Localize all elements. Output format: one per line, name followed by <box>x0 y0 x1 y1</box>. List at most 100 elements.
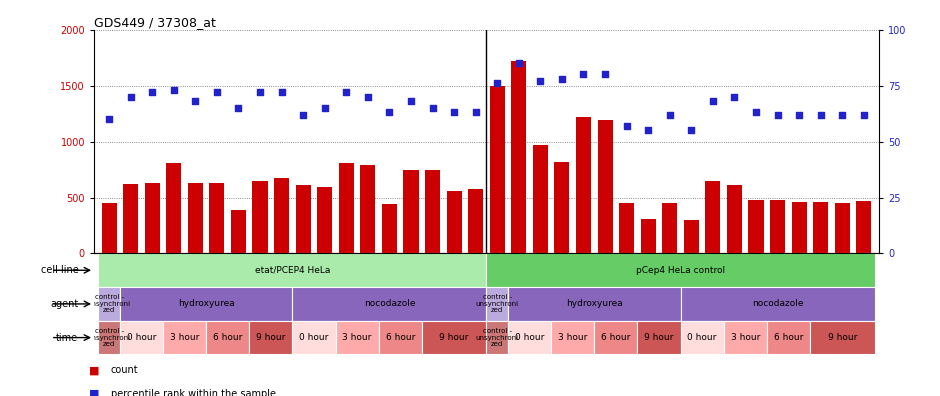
Bar <box>555 162 570 253</box>
Bar <box>683 220 698 253</box>
Bar <box>487 287 508 321</box>
Text: cell line: cell line <box>40 265 78 275</box>
Text: control -
unsynchroni
zed: control - unsynchroni zed <box>476 328 519 347</box>
Point <box>683 127 698 133</box>
Bar <box>166 163 181 253</box>
Bar <box>249 321 292 354</box>
Text: ■: ■ <box>89 365 100 375</box>
Point <box>102 116 117 122</box>
Bar <box>576 117 591 253</box>
Text: 6 hour: 6 hour <box>602 333 631 342</box>
Text: 3 hour: 3 hour <box>558 333 588 342</box>
Bar <box>533 145 548 253</box>
Text: GDS449 / 37308_at: GDS449 / 37308_at <box>94 15 216 29</box>
Point <box>360 93 375 100</box>
Point <box>188 98 203 105</box>
Text: 9 hour: 9 hour <box>256 333 286 342</box>
Bar <box>292 287 487 321</box>
Point <box>748 109 763 116</box>
Point <box>555 76 570 82</box>
Bar <box>598 120 613 253</box>
Point <box>662 112 677 118</box>
Text: etat/PCEP4 HeLa: etat/PCEP4 HeLa <box>255 266 330 275</box>
Point <box>705 98 720 105</box>
Point <box>317 105 332 111</box>
Point <box>856 112 871 118</box>
Text: nocodazole: nocodazole <box>364 299 415 308</box>
Text: percentile rank within the sample: percentile rank within the sample <box>111 389 276 396</box>
Point <box>576 71 591 78</box>
Bar <box>99 253 487 287</box>
Bar <box>791 202 807 253</box>
Bar <box>403 169 418 253</box>
Text: control -
unsynchroni
zed: control - unsynchroni zed <box>87 295 131 313</box>
Bar <box>641 219 656 253</box>
Point <box>382 109 397 116</box>
Point <box>231 105 246 111</box>
Point <box>468 109 483 116</box>
Bar <box>338 163 353 253</box>
Text: hydroxyurea: hydroxyurea <box>566 299 622 308</box>
Text: 6 hour: 6 hour <box>213 333 243 342</box>
Bar <box>102 203 117 253</box>
Bar <box>490 86 505 253</box>
Bar <box>446 191 462 253</box>
Text: control -
unsynchroni
zed: control - unsynchroni zed <box>87 328 131 347</box>
Text: 6 hour: 6 hour <box>774 333 803 342</box>
Point <box>210 89 225 95</box>
Bar <box>594 321 637 354</box>
Bar <box>637 321 681 354</box>
Bar <box>662 203 678 253</box>
Point <box>274 89 290 95</box>
Text: nocodazole: nocodazole <box>752 299 804 308</box>
Point <box>727 93 742 100</box>
Bar <box>727 185 742 253</box>
Text: time: time <box>56 333 78 343</box>
Text: 3 hour: 3 hour <box>730 333 760 342</box>
Bar <box>206 321 249 354</box>
Bar <box>551 321 594 354</box>
Point <box>641 127 656 133</box>
Bar <box>511 61 526 253</box>
Point <box>123 93 138 100</box>
Text: 0 hour: 0 hour <box>299 333 329 342</box>
Bar <box>120 321 163 354</box>
Point <box>166 87 181 93</box>
Bar <box>810 321 874 354</box>
Point <box>145 89 160 95</box>
Text: agent: agent <box>50 299 78 309</box>
Bar <box>835 203 850 253</box>
Point <box>403 98 418 105</box>
Text: 3 hour: 3 hour <box>170 333 199 342</box>
Bar <box>681 321 724 354</box>
Bar <box>336 321 379 354</box>
Bar <box>231 210 246 253</box>
Bar <box>705 181 720 253</box>
Bar <box>681 287 874 321</box>
Point <box>813 112 828 118</box>
Bar <box>508 321 551 354</box>
Point <box>511 60 526 67</box>
Point <box>338 89 353 95</box>
Point <box>253 89 268 95</box>
Bar <box>619 203 634 253</box>
Point <box>490 80 505 87</box>
Point <box>598 71 613 78</box>
Text: pCep4 HeLa control: pCep4 HeLa control <box>636 266 725 275</box>
Bar <box>767 321 810 354</box>
Bar <box>295 185 311 253</box>
Bar <box>382 204 397 253</box>
Bar <box>99 321 120 354</box>
Bar <box>274 179 290 253</box>
Bar <box>123 184 138 253</box>
Text: 0 hour: 0 hour <box>515 333 544 342</box>
Bar <box>253 181 268 253</box>
Point <box>425 105 440 111</box>
Text: ■: ■ <box>89 389 100 396</box>
Bar <box>188 183 203 253</box>
Bar <box>210 183 225 253</box>
Bar <box>317 187 332 253</box>
Bar <box>856 201 871 253</box>
Text: 9 hour: 9 hour <box>827 333 857 342</box>
Point <box>835 112 850 118</box>
